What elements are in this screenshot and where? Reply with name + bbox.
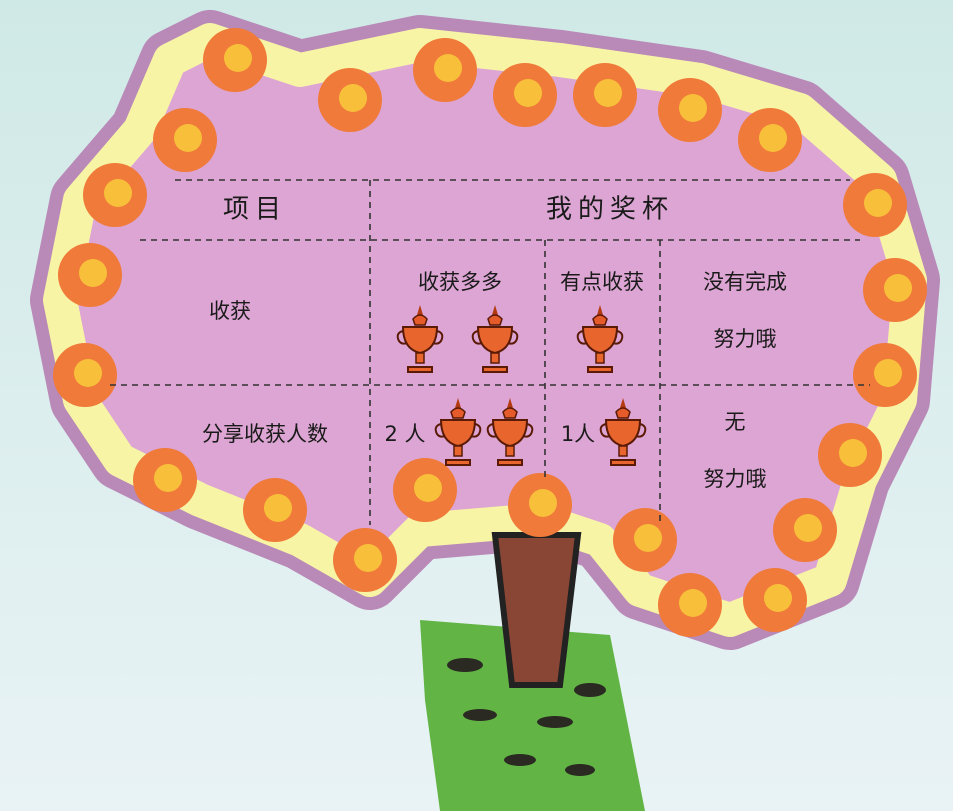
flower-center xyxy=(794,514,822,542)
row-label: 分享收获人数 xyxy=(202,422,328,446)
flower-center xyxy=(339,84,367,112)
cell: 1人 xyxy=(561,422,595,446)
header-cell: 我的奖杯 xyxy=(546,195,674,225)
tree-trunk xyxy=(491,532,582,688)
flower-center xyxy=(679,589,707,617)
table-lines xyxy=(110,179,870,525)
cell: 努力哦 xyxy=(714,327,777,351)
flower-center xyxy=(414,474,442,502)
flower-center xyxy=(434,54,462,82)
flower-center xyxy=(174,124,202,152)
flower-center xyxy=(764,584,792,612)
flower-center xyxy=(884,274,912,302)
flower-center xyxy=(514,79,542,107)
flower-center xyxy=(864,189,892,217)
flower-center xyxy=(679,94,707,122)
flower-center xyxy=(759,124,787,152)
grass-spots xyxy=(447,658,606,776)
flower-center xyxy=(264,494,292,522)
header-cell: 项目 xyxy=(223,195,287,225)
flower-center xyxy=(594,79,622,107)
flower-center xyxy=(79,259,107,287)
cell: 努力哦 xyxy=(704,467,767,491)
flower-center xyxy=(634,524,662,552)
cell: 2 人 xyxy=(384,422,425,446)
flower-center xyxy=(104,179,132,207)
row-label: 收获 xyxy=(209,299,251,323)
flower-center xyxy=(354,544,382,572)
cell: 有点收获 xyxy=(560,270,644,294)
cell: 无 xyxy=(725,410,746,434)
flower-center xyxy=(529,489,557,517)
flowers xyxy=(53,28,927,637)
flower-center xyxy=(224,44,252,72)
cell: 没有完成 xyxy=(703,270,787,294)
flower-center xyxy=(154,464,182,492)
flower-center xyxy=(74,359,102,387)
flower-center xyxy=(874,359,902,387)
flower-center xyxy=(839,439,867,467)
cell: 收获多多 xyxy=(418,270,502,294)
